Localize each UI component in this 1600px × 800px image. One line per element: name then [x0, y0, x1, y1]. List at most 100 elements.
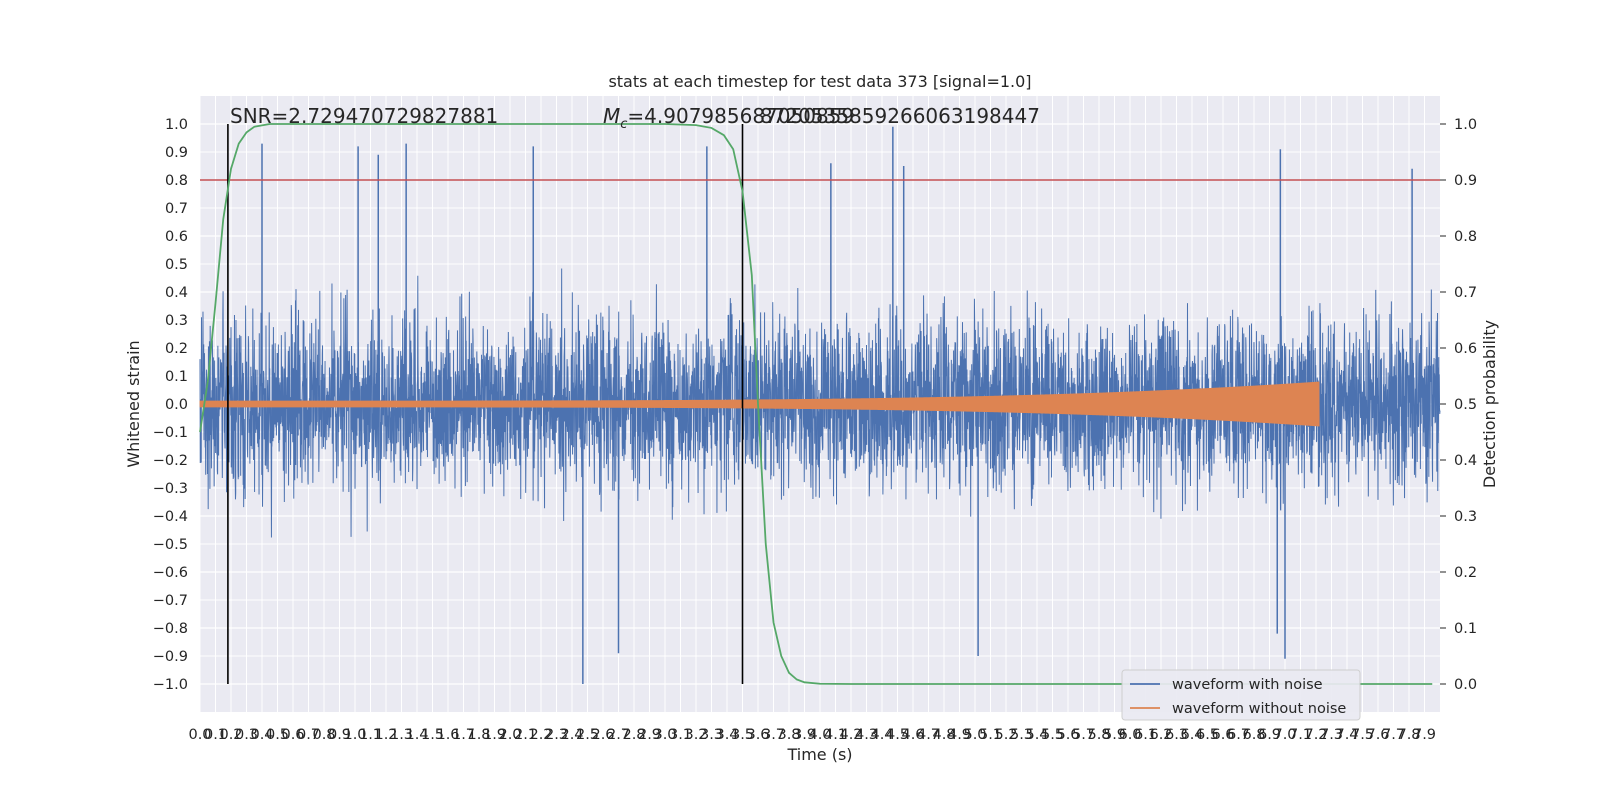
- y2-tick-label: 0.6: [1454, 341, 1477, 357]
- y-tick-label: 0.4: [165, 285, 188, 301]
- x-tick-label: 1.3: [390, 727, 413, 743]
- series-detection-probability: [199, 123, 1433, 685]
- x-tick-label: 1.7: [452, 727, 475, 743]
- x-tick-label: 4.2: [839, 727, 862, 743]
- x-tick-label: 6.4: [1180, 727, 1203, 743]
- legend-box: [1121, 669, 1361, 721]
- x-tick-label: 6.5: [1196, 727, 1219, 743]
- x-tick-label: 4.9: [948, 727, 971, 743]
- x-tick-label: 3.8: [777, 727, 800, 743]
- reference-lines: [200, 124, 1440, 684]
- x-tick-label: 7.7: [1382, 727, 1405, 743]
- x-tick-label: 7.8: [1397, 727, 1420, 743]
- x-tick-label: 3.2: [684, 727, 707, 743]
- y-tick-label: −0.3: [153, 481, 188, 497]
- x-axis-label: Time (s): [786, 745, 852, 764]
- x-tick-label: 0.1: [204, 727, 227, 743]
- x-tick-label: 0.9: [328, 727, 351, 743]
- y-tick-label: 0.3: [165, 313, 188, 329]
- x-tick-label: 7.4: [1335, 727, 1358, 743]
- x-tick-label: 1.8: [467, 727, 490, 743]
- x-tick-label: 7.1: [1289, 727, 1312, 743]
- x-tick-label: 3.0: [653, 727, 676, 743]
- x-tick-label: 2.9: [638, 727, 661, 743]
- y2-tick-label: 0.0: [1454, 677, 1477, 693]
- y-tick-label: 0.0: [165, 397, 188, 413]
- y-tick-label: 0.9: [165, 145, 188, 161]
- y-tick-label: −0.1: [153, 425, 188, 441]
- x-tick-label: 4.6: [901, 727, 924, 743]
- x-tick-label: 6.6: [1211, 727, 1234, 743]
- chart-title: stats at each timestep for test data 373…: [608, 72, 1031, 91]
- x-tick-label: 1.5: [421, 727, 444, 743]
- x-tick-label: 0.0: [188, 727, 211, 743]
- x-tick-label: 6.7: [1227, 727, 1250, 743]
- y-tick-label: −1.0: [153, 677, 188, 693]
- x-tick-label: 2.4: [560, 727, 583, 743]
- x-tick-label: 4.5: [886, 727, 909, 743]
- x-tick-label: 5.3: [1010, 727, 1033, 743]
- x-tick-label: 0.4: [250, 727, 273, 743]
- y2-tick-label: 0.7: [1454, 285, 1477, 301]
- x-tick-label: 1.6: [436, 727, 459, 743]
- x-tick-label: 5.6: [1056, 727, 1079, 743]
- x-tick-label: 7.5: [1351, 727, 1374, 743]
- x-tick-label: 4.8: [932, 727, 955, 743]
- x-tick-label: 6.3: [1165, 727, 1188, 743]
- x-tick-label: 0.3: [235, 727, 258, 743]
- x-tick-label: 2.7: [607, 727, 630, 743]
- x-tick-label: 7.2: [1304, 727, 1327, 743]
- axis-ticks: −1.0 −0.9 −0.8 −0.7 −0.6 −0.5 −0.4 −0.3 −0.2 −0.1…: [153, 117, 1477, 743]
- x-tick-label: 7.0: [1273, 727, 1296, 743]
- y-tick-label: 0.7: [165, 201, 188, 217]
- x-tick-label: 0.2: [219, 727, 242, 743]
- x-tick-label: 2.8: [622, 727, 645, 743]
- y2-tick-label: 0.3: [1454, 509, 1477, 525]
- annotation-chirp-mass: Mc=4.907985687050859: [603, 104, 854, 132]
- y-tick-label: 0.8: [165, 173, 188, 189]
- x-tick-label: 5.5: [1041, 727, 1064, 743]
- y2-tick-label: 0.9: [1454, 173, 1477, 189]
- x-tick-label: 4.0: [808, 727, 831, 743]
- y-tick-label: −0.2: [153, 453, 188, 469]
- x-tick-label: 3.3: [700, 727, 723, 743]
- x-tick-label: 5.1: [979, 727, 1002, 743]
- x-tick-label: 5.7: [1072, 727, 1095, 743]
- x-tick-label: 4.7: [917, 727, 940, 743]
- y-tick-label: 0.6: [165, 229, 188, 245]
- legend-label-noise: waveform with noise: [1172, 677, 1323, 693]
- x-tick-label: 2.6: [591, 727, 614, 743]
- y2-tick-label: 0.8: [1454, 229, 1477, 245]
- x-tick-label: 5.4: [1025, 727, 1048, 743]
- y2-tick-label: 1.0: [1454, 117, 1477, 133]
- y2-axis-label: Detection probability: [1480, 320, 1499, 488]
- x-tick-label: 0.7: [297, 727, 320, 743]
- x-tick-label: 3.5: [731, 727, 754, 743]
- x-tick-label: 2.5: [576, 727, 599, 743]
- y-tick-label: −0.7: [153, 593, 188, 609]
- x-tick-label: 2.2: [529, 727, 552, 743]
- y-tick-label: −0.6: [153, 565, 188, 581]
- x-tick-label: 4.1: [824, 727, 847, 743]
- x-tick-label: 3.1: [669, 727, 692, 743]
- x-tick-label: 3.7: [762, 727, 785, 743]
- x-tick-label: 7.9: [1413, 727, 1436, 743]
- x-tick-label: 5.8: [1087, 727, 1110, 743]
- x-tick-label: 7.6: [1366, 727, 1389, 743]
- y2-tick-label: 0.2: [1454, 565, 1477, 581]
- x-tick-label: 1.4: [405, 727, 428, 743]
- y-tick-label: 0.1: [165, 369, 188, 385]
- x-tick-label: 6.8: [1242, 727, 1265, 743]
- y-tick-label: −0.8: [153, 621, 188, 637]
- x-tick-label: 2.0: [498, 727, 521, 743]
- x-tick-label: 4.4: [870, 727, 893, 743]
- clean-waveform-line: [199, 381, 1320, 427]
- y2-tick-label: 0.5: [1454, 397, 1477, 413]
- x-tick-label: 6.0: [1118, 727, 1141, 743]
- series-waveform-without-noise: [199, 381, 1320, 427]
- y2-tick-label: 0.1: [1454, 621, 1477, 637]
- x-tick-label: 1.1: [359, 727, 382, 743]
- y-tick-label: −0.4: [153, 509, 188, 525]
- y-tick-label: 0.5: [165, 257, 188, 273]
